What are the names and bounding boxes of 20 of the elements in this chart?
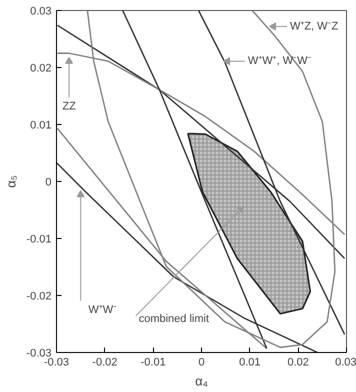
annotation: ZZ <box>62 100 76 112</box>
x-axis-title: α₄ <box>195 374 208 388</box>
x-tick-label: -0.02 <box>92 356 118 368</box>
annotation: W⁺Z, W⁻Z <box>290 20 339 32</box>
y-tick-label: -0.01 <box>26 234 52 246</box>
y-tick-label: -0.03 <box>26 348 52 360</box>
x-tick-label: -0.01 <box>140 356 166 368</box>
y-tick-label: 0.01 <box>30 120 52 132</box>
x-tick-label: -0.03 <box>44 356 70 368</box>
x-tick-label: 0.02 <box>287 356 309 368</box>
x-tick-label: 0.01 <box>239 356 261 368</box>
y-tick-label: 0.03 <box>30 6 52 18</box>
y-tick-label: 0 <box>45 176 52 188</box>
y-tick-label: -0.02 <box>26 290 52 302</box>
y-tick-label: 0.02 <box>30 62 52 74</box>
x-tick-label: 0.03 <box>335 356 356 368</box>
annotation: W⁺W⁻ <box>88 304 118 316</box>
x-tick-label: 0 <box>198 356 205 368</box>
y-axis-title: α₅ <box>3 175 18 188</box>
annotation: combined limit <box>138 312 210 325</box>
